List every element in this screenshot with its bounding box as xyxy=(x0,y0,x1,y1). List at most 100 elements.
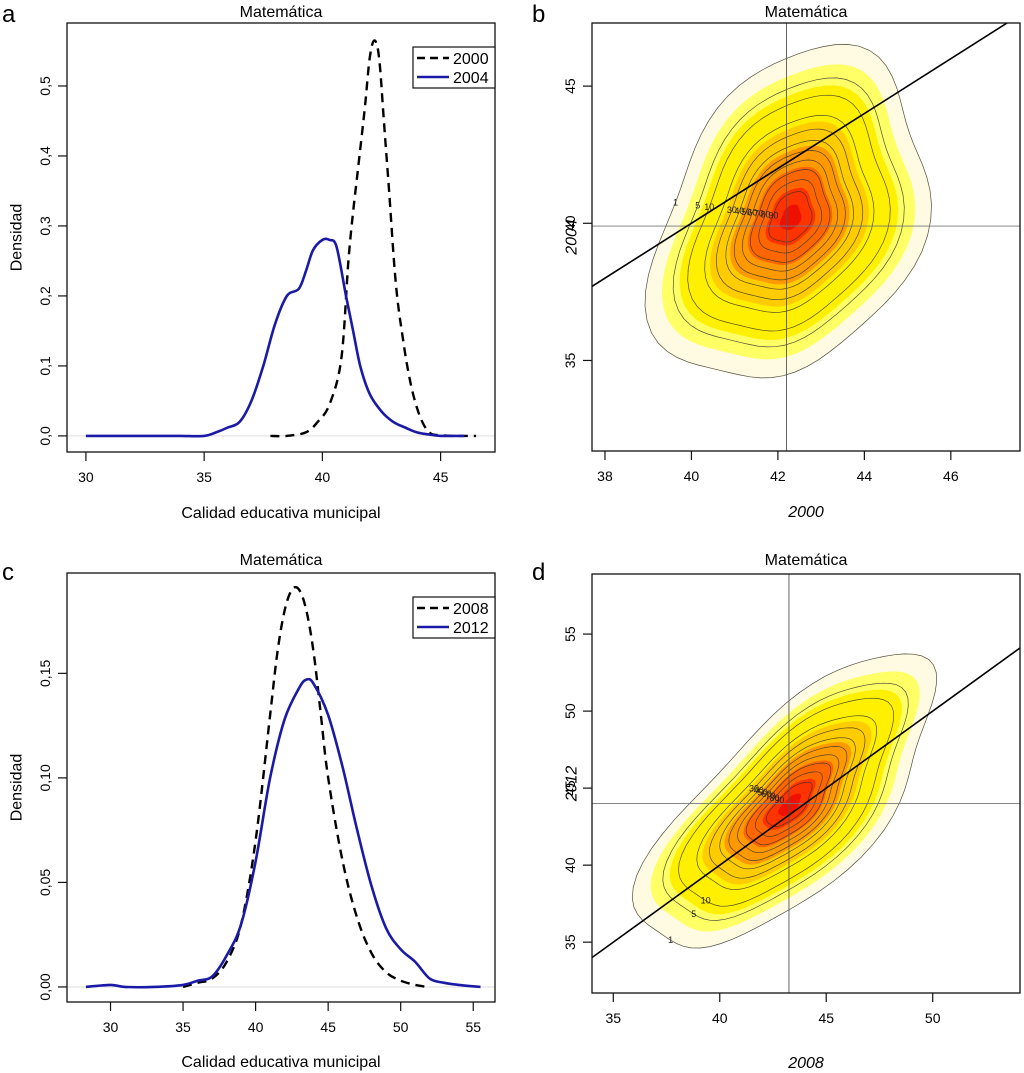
x-axis-label: 2000 xyxy=(787,504,824,521)
plot-frame xyxy=(66,22,496,453)
contour-label: 40 xyxy=(754,786,764,796)
chart-title: Matemática xyxy=(765,552,848,569)
contour-label: 50 xyxy=(741,207,751,217)
contour-line-5 xyxy=(662,682,909,921)
y-tick-label: 0,0 xyxy=(37,426,53,446)
plot-frame xyxy=(591,573,1021,994)
y-tick-label: 35 xyxy=(562,352,578,368)
x-tick-label: 35 xyxy=(196,469,212,485)
legend-label: 2000 xyxy=(453,51,489,68)
contour-label: 5 xyxy=(695,201,700,211)
contour-label: 60 xyxy=(747,208,757,218)
plot-frame xyxy=(591,22,1021,452)
x-axis-label: 2008 xyxy=(787,1055,824,1072)
legend-label: 2008 xyxy=(453,601,489,618)
x-tick-label: 45 xyxy=(433,469,449,485)
x-tick-label: 35 xyxy=(175,1019,191,1035)
contour-label: 70 xyxy=(754,209,764,219)
series-line-2008 xyxy=(182,585,427,989)
y-tick-label: 0,1 xyxy=(37,356,53,376)
contour-label: 30 xyxy=(727,205,737,215)
panel-letter: c xyxy=(2,559,14,586)
identity-line xyxy=(592,23,1009,288)
y-tick-label: 0,3 xyxy=(37,216,53,236)
y-axis-label: 2012 xyxy=(564,766,581,803)
contour-label: 70 xyxy=(765,791,775,801)
contour-line-30 xyxy=(709,727,866,879)
y-tick-label: 35 xyxy=(562,934,578,950)
x-tick-label: 40 xyxy=(684,468,700,484)
legend-label: 2004 xyxy=(453,70,489,87)
contour-line-40 xyxy=(725,140,854,290)
y-tick-label: 0,10 xyxy=(37,764,53,791)
legend-label: 2012 xyxy=(453,620,489,637)
legend: 2008 2012 xyxy=(412,596,496,639)
contour-line-10 xyxy=(678,697,895,907)
x-tick-label: 45 xyxy=(818,1010,834,1026)
contour-line-30 xyxy=(715,128,864,300)
contour-label: 5 xyxy=(691,909,696,919)
x-tick-label: 55 xyxy=(465,1019,481,1035)
contour-line-20 xyxy=(696,715,878,890)
contour-label: 1 xyxy=(673,198,678,208)
contour-label: 90 xyxy=(768,210,778,220)
y-tick-label: 0,15 xyxy=(37,660,53,687)
x-tick-label: 46 xyxy=(943,468,959,484)
x-tick-label: 45 xyxy=(320,1019,336,1035)
series-line-2004 xyxy=(85,237,465,438)
y-tick-label: 55 xyxy=(562,626,578,642)
contour-line-70 xyxy=(749,169,831,263)
contour-line-50 xyxy=(728,746,848,861)
x-tick-label: 44 xyxy=(857,468,873,484)
x-tick-label: 35 xyxy=(606,1010,622,1026)
x-tick-label: 50 xyxy=(925,1010,941,1026)
y-axis-label: Densidad xyxy=(9,204,26,272)
y-tick-label: 0,05 xyxy=(37,869,53,896)
density-band xyxy=(778,793,802,816)
y-axis-label: 2004 xyxy=(564,219,581,256)
x-axis-label: Calidad educativa municipal xyxy=(181,1054,380,1071)
series-line-2000 xyxy=(270,39,477,438)
x-tick-label: 42 xyxy=(770,468,786,484)
panel-letter: b xyxy=(532,1,545,28)
x-tick-label: 40 xyxy=(712,1010,728,1026)
density-band xyxy=(779,204,802,230)
contour-line-5 xyxy=(672,77,905,348)
panel-c: 2008 2012 c Matemática 30 35 40 45 50 55 0,00 0,05 0… xyxy=(2,552,496,1071)
plot-frame xyxy=(66,572,496,1003)
contour-line-1 xyxy=(631,653,938,949)
y-tick-label: 40 xyxy=(562,857,578,873)
legend-box xyxy=(412,596,496,639)
y-axis-label: Densidad xyxy=(9,754,26,822)
legend: 2000 2004 xyxy=(412,46,496,89)
y-tick-label: 0,5 xyxy=(37,76,53,96)
x-tick-label: 50 xyxy=(393,1019,409,1035)
contour-line-60 xyxy=(741,159,839,272)
y-tick-label: 0,2 xyxy=(37,286,53,306)
contour-label: 10 xyxy=(701,896,711,906)
x-tick-label: 30 xyxy=(103,1019,119,1035)
contour-label: 40 xyxy=(734,206,744,216)
x-tick-label: 40 xyxy=(315,469,331,485)
y-tick-label: 45 xyxy=(562,780,578,796)
contour-line-20 xyxy=(704,114,875,313)
contour-line-40 xyxy=(719,737,856,870)
y-tick-label: 40 xyxy=(562,215,578,231)
legend-box xyxy=(412,46,496,89)
y-tick-label: 45 xyxy=(562,78,578,94)
contour-line-80 xyxy=(758,179,823,254)
contour-line-10 xyxy=(687,94,891,332)
panel-letter: a xyxy=(2,1,16,28)
contour-label: 50 xyxy=(758,787,768,797)
x-axis-label: Calidad educativa municipal xyxy=(181,505,380,522)
identity-line xyxy=(592,646,1020,959)
y-tick-label: 50 xyxy=(562,703,578,719)
contour-line-90 xyxy=(768,191,813,243)
x-tick-label: 38 xyxy=(597,468,613,484)
chart-title: Matemática xyxy=(240,552,323,569)
chart-title: Matemática xyxy=(765,4,848,21)
